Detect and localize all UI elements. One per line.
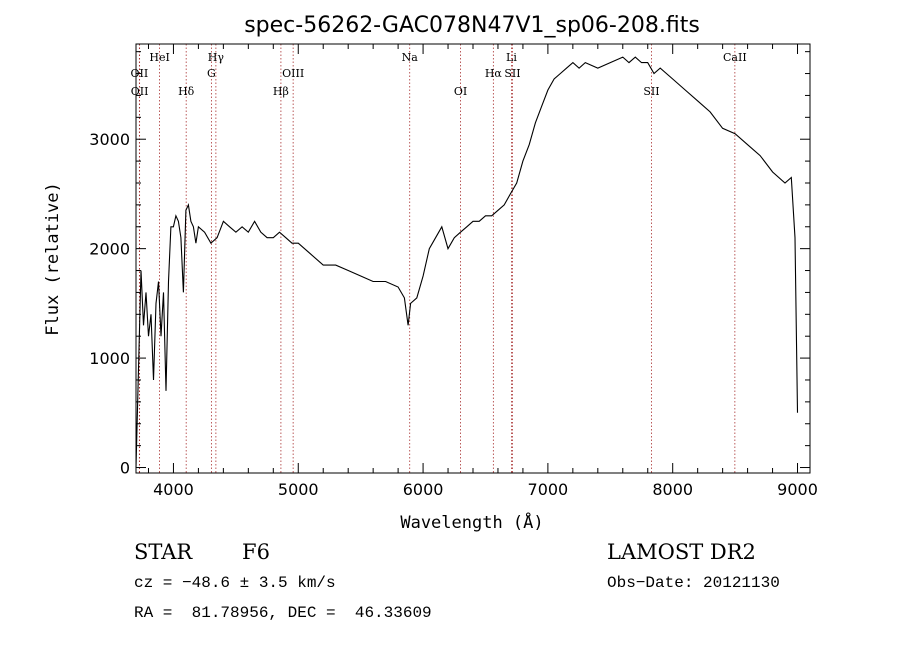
y-tick-label-0: 0 [120,459,130,478]
line-label-6: Hβ [273,85,289,98]
line-label-12: Li [506,51,517,64]
line-label-10: Hα [485,67,503,80]
y-tick-label-1: 1000 [89,349,130,368]
x-tick-label-1: 5000 [278,480,319,499]
line-label-13: SII [643,85,659,98]
line-label-5: G [207,67,216,80]
x-axis-label: Wavelength (Å) [400,511,543,533]
y-tick-label-3: 3000 [89,130,130,149]
x-tick-label-4: 8000 [652,480,693,499]
line-label-4: Hγ [208,51,225,64]
survey-name: LAMOST DR2 [607,540,756,564]
line-label-7: OIII [282,67,304,80]
coordinates-readout: RA = 81.78956, DEC = 46.33609 [134,604,432,622]
spectrum-series-line [135,56,799,468]
x-tick-label-3: 7000 [528,480,569,499]
object-subclass: F6 [242,540,270,564]
y-axis-label: Flux (relative) [43,182,63,336]
chart-title: spec-56262-GAC078N47V1_sp06-208.fits [244,13,700,38]
line-label-14: CaII [723,51,747,64]
line-label-3: Hδ [178,85,195,98]
line-label-11: SII [504,67,520,80]
line-label-2: HeI [149,51,169,64]
y-tick-label-2: 2000 [89,240,130,259]
x-tick-label-5: 9000 [777,480,818,499]
redshift-readout: cz = −48.6 ± 3.5 km/s [134,574,336,592]
line-label-1: OII [131,85,149,98]
x-tick-label-2: 6000 [403,480,444,499]
observation-date: Obs−Date: 20121130 [607,574,780,592]
object-class: STAR [134,540,193,564]
line-label-8: Na [402,51,419,64]
x-tick-label-0: 4000 [153,480,194,499]
plot-frame [135,43,811,474]
line-label-9: OI [454,85,467,98]
axis-ticks: 4000 5000 6000 7000 8000 9000 0 1000 2000 3000 [89,44,818,499]
